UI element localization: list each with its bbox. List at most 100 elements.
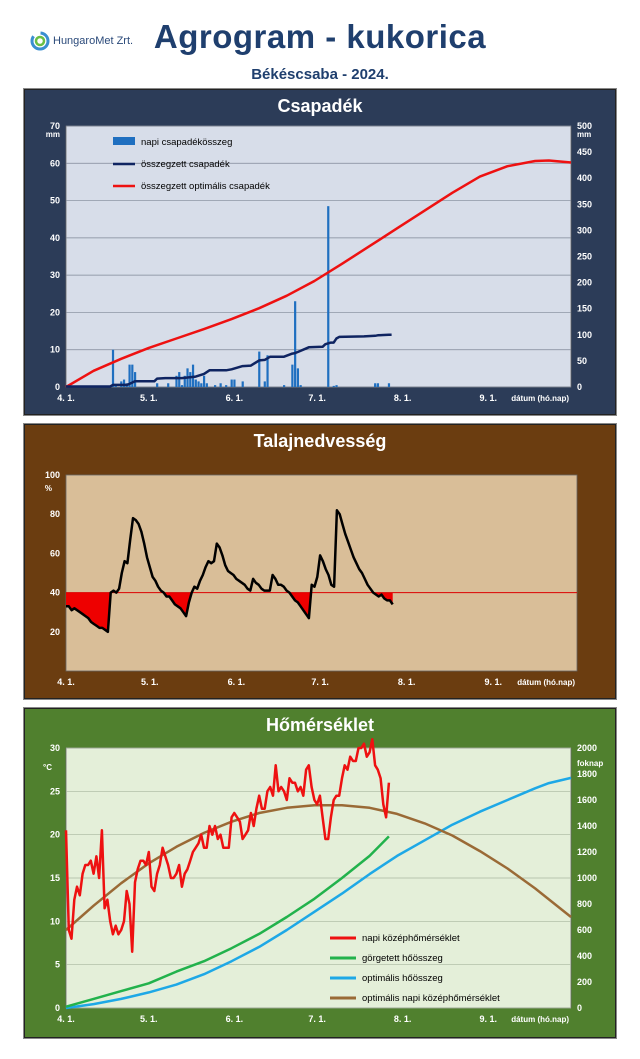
chart-title: Hőmérséklet — [266, 715, 374, 735]
y-tick-label: 5 — [55, 960, 60, 970]
x-tick-label: 8. 1. — [394, 393, 412, 403]
y2-tick-label: 100 — [577, 330, 592, 340]
x-tick-label: 9. 1. — [479, 1014, 497, 1024]
x-axis-label: dátum (hó.nap) — [511, 1015, 569, 1024]
x-tick-label: 5. 1. — [141, 677, 159, 687]
daily-precip-bar — [241, 381, 244, 387]
daily-precip-bar — [332, 385, 335, 387]
daily-precip-bar — [296, 368, 300, 387]
y2-tick-label: 200 — [577, 278, 592, 288]
x-tick-label: 7. 1. — [308, 1014, 326, 1024]
daily-precip-bar — [335, 385, 338, 387]
legend-label: összegzett optimális csapadék — [141, 181, 270, 192]
x-tick-label: 6. 1. — [226, 1014, 244, 1024]
daily-precip-bar — [122, 379, 126, 387]
legend-label: összegzett csapadék — [141, 159, 230, 170]
hungaromet-logo: HungaroMet Zrt. — [30, 30, 133, 52]
daily-precip-bar — [283, 385, 286, 387]
y2-axis-unit: foknap — [577, 759, 603, 768]
y2-tick-label: 1800 — [577, 769, 597, 779]
plot-area — [65, 474, 578, 672]
y-tick-label: 30 — [50, 270, 60, 280]
y2-tick-label: 0 — [577, 382, 582, 392]
daily-precip-bar — [128, 364, 131, 387]
soil-moisture-line — [66, 509, 394, 634]
y-tick-label: 30 — [50, 743, 60, 753]
legend-label: optimális hőösszeg — [362, 973, 443, 984]
daily-precip-bar — [205, 383, 208, 387]
legend-label: napi csapadékösszeg — [141, 137, 232, 148]
y2-tick-label: 200 — [577, 977, 592, 987]
heat-sum-line — [65, 835, 390, 1008]
x-tick-label: 8. 1. — [398, 677, 416, 687]
y-tick-label: 20 — [50, 307, 60, 317]
daily-precip-bar — [202, 375, 206, 387]
daily-precip-bar — [194, 379, 197, 387]
y-axis-unit: mm — [46, 130, 60, 139]
cumulative-precip-line — [66, 333, 392, 388]
daily-precip-bar — [263, 381, 266, 387]
legend-label: görgetett hőösszeg — [362, 953, 443, 964]
page-subtitle: Békéscsaba - 2024. — [251, 66, 389, 83]
y2-tick-label: 0 — [577, 1003, 582, 1013]
daily-precip-bar — [299, 385, 302, 387]
y2-tick-label: 400 — [577, 173, 592, 183]
y-tick-label: 10 — [50, 916, 60, 926]
x-tick-label: 8. 1. — [394, 1014, 412, 1024]
daily-precip-bar — [219, 383, 222, 387]
y-tick-label: 60 — [50, 158, 60, 168]
y2-tick-label: 600 — [577, 925, 592, 935]
daily-precip-bar — [178, 372, 181, 387]
daily-precip-bar — [294, 301, 297, 387]
daily-mean-temp-line — [64, 738, 391, 953]
x-tick-label: 5. 1. — [140, 393, 158, 403]
y2-axis-unit: mm — [577, 130, 591, 139]
x-tick-label: 4. 1. — [57, 677, 75, 687]
x-tick-label: 9. 1. — [479, 393, 497, 403]
x-tick-label: 6. 1. — [226, 393, 244, 403]
daily-precip-bar — [133, 372, 137, 387]
y2-tick-label: 250 — [577, 252, 592, 262]
daily-precip-bar — [291, 364, 294, 387]
y-tick-label: 50 — [50, 196, 60, 206]
y2-tick-label: 450 — [577, 147, 592, 157]
daily-precip-bar — [225, 385, 228, 387]
logo-text: HungaroMet Zrt. — [53, 35, 134, 47]
y-tick-label: 0 — [55, 382, 60, 392]
daily-precip-bar — [189, 372, 192, 387]
y2-tick-label: 1400 — [577, 821, 597, 831]
daily-precip-bar — [180, 385, 184, 387]
x-tick-label: 7. 1. — [308, 393, 326, 403]
temperature-chart: Hőmérséklet 0 5 10 15 20 25 30 0 200 400 600 800 1000… — [25, 709, 615, 1037]
daily-precip-bar — [175, 375, 178, 387]
hungaromet-logo-mark-icon — [30, 31, 50, 51]
y2-tick-label: 400 — [577, 951, 592, 961]
y2-tick-label: 300 — [577, 225, 592, 235]
y2-tick-label: 500 — [577, 121, 592, 131]
legend-label: napi középhőmérséklet — [362, 933, 460, 944]
precipitation-chart: Csapadék 0 10 20 30 40 50 60 70 0 50 100 150 200 250 30… — [25, 90, 615, 414]
daily-precip-bar — [258, 351, 261, 387]
daily-precip-bar — [200, 383, 203, 387]
x-tick-label: 7. 1. — [311, 677, 329, 687]
page-title: Agrogram - kukorica — [153, 18, 487, 55]
deficit-area — [66, 592, 393, 632]
precipitation-panel: Csapadék 0 10 20 30 40 50 60 70 0 50 100 150 200 250 30… — [24, 89, 616, 415]
daily-precip-bar — [111, 349, 115, 387]
y2-tick-label: 150 — [577, 304, 592, 314]
y-axis-unit: °C — [43, 763, 52, 772]
y-tick-label: 0 — [55, 1003, 60, 1013]
optimal-cumulative-precip-line — [65, 159, 572, 389]
y2-tick-label: 2000 — [577, 743, 597, 753]
daily-precip-bar — [387, 383, 391, 387]
chart-title: Talajnedvesség — [254, 431, 387, 451]
y-tick-label: 20 — [50, 627, 60, 637]
y-tick-label: 10 — [50, 345, 60, 355]
x-axis-label: dátum (hó.nap) — [517, 678, 575, 687]
optimal-heat-sum-line — [65, 776, 572, 1010]
soil-moisture-panel: Talajnedvesség 20 40 60 80 100% 4. 1. 5. 1. 6. 1… — [24, 424, 616, 699]
legend-label: optimális napi középhőmérséklet — [362, 993, 500, 1004]
y2-tick-label: 350 — [577, 199, 592, 209]
legend-swatch-daily — [113, 137, 135, 145]
daily-precip-bar — [230, 379, 233, 387]
